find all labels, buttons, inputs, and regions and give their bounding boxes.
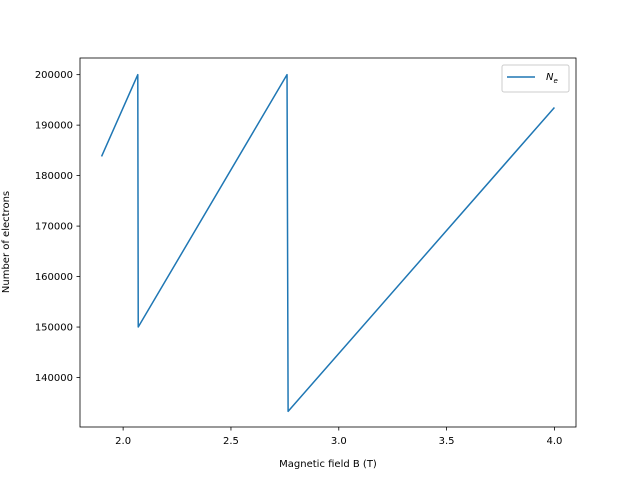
y-tick-label: 160000 (35, 272, 73, 283)
x-tick-label: 4.0 (546, 436, 562, 447)
legend-box (501, 64, 570, 93)
plot-frame (79, 57, 577, 428)
legend-entry-ne: Ne (546, 72, 558, 85)
y-tick-label: 190000 (35, 121, 73, 132)
plot-area (79, 57, 577, 428)
series-layer (100, 73, 555, 413)
legend-entry-subscript: e (553, 77, 557, 85)
y-tick-label: 140000 (35, 373, 73, 384)
legend-entry-main: N (546, 72, 554, 83)
x-tick-label: 2.5 (223, 436, 239, 447)
legend: Ne (501, 64, 570, 93)
series-line-ne (100, 73, 555, 413)
y-tick-label: 180000 (35, 171, 73, 182)
x-tick-label: 2.0 (115, 436, 131, 447)
y-axis-label: Number of electrons (1, 191, 12, 293)
x-axis: 2.0 2.5 3.0 3.5 4.0 (115, 427, 562, 447)
x-tick-label: 3.5 (439, 436, 455, 447)
y-tick-label: 150000 (35, 323, 73, 334)
x-tick-label: 3.0 (331, 436, 347, 447)
y-tick-label: 200000 (35, 70, 73, 81)
y-axis: 140000 150000 160000 170000 180000 190000 2000… (35, 70, 80, 384)
y-tick-label: 170000 (35, 222, 73, 233)
x-axis-label: Magnetic field B (T) (279, 459, 377, 470)
